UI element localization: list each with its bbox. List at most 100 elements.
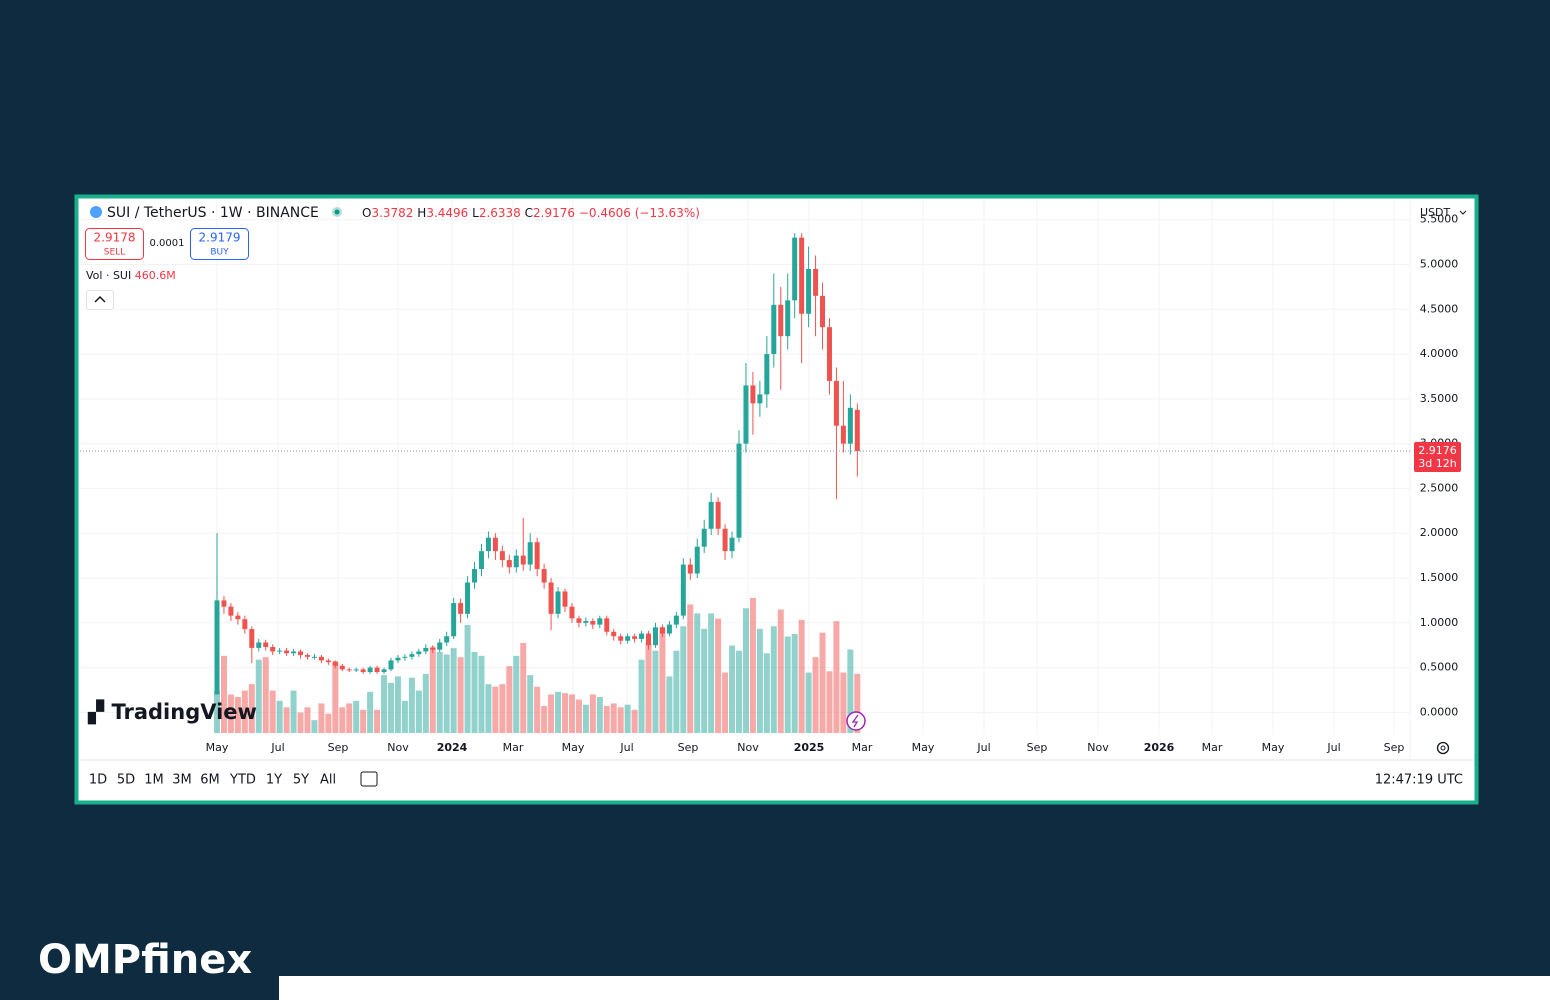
candle-body	[632, 636, 638, 639]
close-value: 2.9176	[533, 206, 575, 220]
date-range-icon[interactable]	[360, 771, 378, 787]
volume-bar	[784, 636, 791, 733]
volume-bar	[485, 684, 492, 733]
volume-bar	[534, 686, 541, 733]
candle-body	[625, 636, 631, 641]
timeframe-button[interactable]: 3M	[172, 773, 192, 788]
volume-bar	[415, 690, 422, 733]
volume-bar	[673, 650, 680, 733]
candle-body	[555, 591, 561, 614]
candle-body	[611, 631, 617, 637]
volume-bar	[513, 655, 520, 733]
volume-bar	[422, 673, 429, 733]
volume-bar	[220, 655, 227, 733]
volume-bar	[346, 703, 353, 733]
volume-bar	[680, 626, 687, 733]
candle-body	[263, 642, 269, 647]
candle-body	[353, 669, 359, 671]
volume-bar	[436, 652, 443, 733]
candle-body	[715, 501, 721, 529]
volume-bar	[742, 608, 749, 733]
candle-body	[506, 560, 512, 568]
ohlc-legend: O3.3782 H3.4496 L2.6338 C2.9176 −0.4606 …	[362, 206, 700, 220]
candle-body	[646, 633, 652, 646]
y-tick-label: 1.5000	[1420, 571, 1459, 584]
candle-body	[298, 651, 304, 656]
timeframe-toolbar: 1D 5D 1M 3M 6M YTD 1Y 5Y All	[89, 773, 336, 788]
timeframe-button[interactable]: 5Y	[293, 773, 309, 788]
timeframe-button[interactable]: 1D	[89, 773, 107, 788]
collapse-icon[interactable]	[94, 295, 106, 303]
candle-body	[235, 615, 241, 620]
x-tick-label: Nov	[737, 741, 759, 754]
events-icon[interactable]	[846, 711, 866, 731]
candle-body	[360, 669, 366, 673]
settings-icon[interactable]	[1436, 741, 1450, 755]
x-tick-label: Sep	[1027, 741, 1048, 754]
symbol-icon	[90, 206, 102, 218]
sell-label[interactable]: SELL	[104, 248, 125, 258]
volume-bar	[394, 676, 401, 733]
volume-bar	[833, 621, 840, 733]
volume-bar	[520, 643, 527, 733]
candle-body	[492, 537, 498, 552]
candle-body	[736, 443, 742, 538]
candle-body	[270, 646, 276, 652]
timeframe-button[interactable]: 1M	[144, 773, 164, 788]
candle-body	[722, 528, 728, 552]
candle-body	[478, 551, 484, 570]
volume-bar	[381, 675, 388, 733]
settings-icon-center[interactable]	[1440, 745, 1446, 751]
buy-price[interactable]: 2.9179	[199, 231, 241, 245]
x-tick-label: Jul	[976, 741, 990, 754]
x-tick-label: Nov	[1087, 741, 1109, 754]
candle-body	[541, 569, 547, 583]
y-tick-label: 2.0000	[1420, 526, 1459, 539]
candle-body	[569, 606, 575, 619]
buy-label[interactable]: BUY	[210, 248, 229, 258]
timeframe-button[interactable]: YTD	[229, 773, 256, 788]
events-bolt[interactable]	[851, 714, 859, 728]
currency-caret[interactable]	[1459, 210, 1467, 215]
volume-bar	[722, 672, 729, 733]
candle-body	[673, 615, 679, 625]
candle-body	[750, 385, 756, 404]
candle-body	[214, 600, 220, 695]
volume-bar	[589, 694, 596, 733]
ohlc-label: H	[417, 206, 426, 220]
candle-body	[242, 619, 248, 630]
buy-button[interactable]	[190, 228, 249, 260]
x-tick-label: 2024	[437, 741, 468, 754]
y-tick-label: 0.0000	[1420, 705, 1459, 718]
candle-body	[826, 327, 832, 381]
volume-bar	[255, 659, 262, 733]
volume-bar	[638, 659, 645, 733]
candle-body	[666, 624, 672, 634]
volume-bar	[325, 713, 332, 733]
timeframe-button[interactable]: 1Y	[266, 773, 282, 788]
y-tick-label: 4.0000	[1420, 347, 1459, 360]
low-value: 2.6338	[479, 206, 521, 220]
candle-body	[799, 237, 805, 314]
timeframe-button[interactable]: 5D	[117, 773, 135, 788]
x-tick-label: Mar	[852, 741, 873, 754]
collapse-button[interactable]	[86, 290, 114, 310]
candle-body	[388, 660, 394, 670]
sell-price[interactable]: 2.9178	[94, 231, 136, 245]
candle-body	[339, 665, 345, 670]
timeframe-button[interactable]: All	[320, 773, 336, 788]
volume-bar	[478, 655, 485, 733]
candle-body	[771, 304, 777, 355]
sell-button[interactable]	[85, 228, 144, 260]
volume-bar	[548, 694, 555, 733]
volume-bar	[617, 707, 624, 733]
x-tick-label: 2026	[1144, 741, 1175, 754]
candle-body	[291, 651, 297, 654]
volume-bar	[854, 673, 861, 733]
currency[interactable]: USDT	[1420, 206, 1451, 219]
volume-bar	[276, 700, 283, 733]
volume-bar	[562, 693, 568, 733]
candle-body	[437, 642, 443, 650]
candle-body	[228, 606, 234, 616]
timeframe-button[interactable]: 6M	[200, 773, 220, 788]
